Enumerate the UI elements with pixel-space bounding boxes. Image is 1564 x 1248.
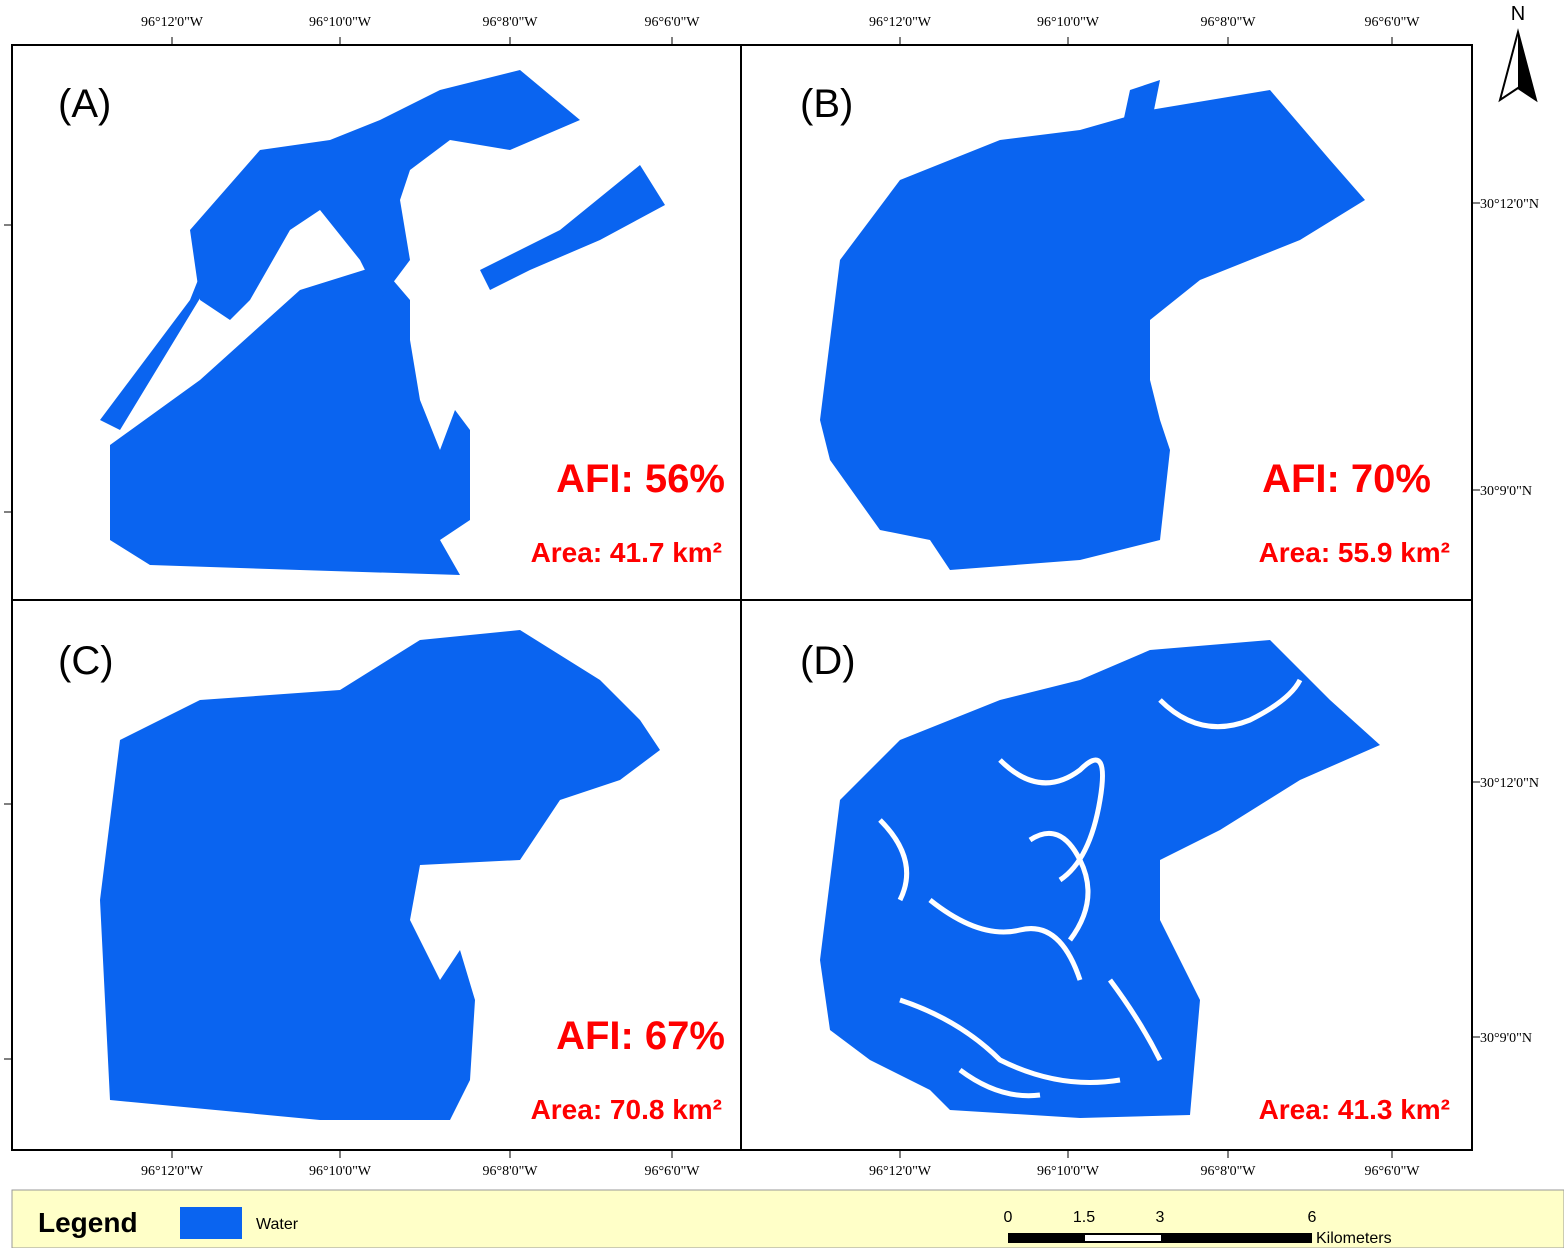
scale-tick: 0 xyxy=(1004,1209,1013,1226)
area-label: Area: 41.3 km² xyxy=(1259,1094,1450,1125)
panel-label: (D) xyxy=(800,639,856,683)
legend-title: Legend xyxy=(38,1207,138,1238)
scale-tick: 6 xyxy=(1308,1209,1317,1226)
scale-bar xyxy=(1085,1235,1161,1241)
water-d xyxy=(820,640,1380,1118)
x-axis-label: 96°8'0"W xyxy=(482,15,538,30)
area-label: Area: 70.8 km² xyxy=(531,1094,722,1125)
scale-tick: 1.5 xyxy=(1073,1209,1095,1226)
afi-label: AFI: 70% xyxy=(1262,457,1431,501)
scale-tick: 3 xyxy=(1156,1209,1165,1226)
x-axis-label: 96°6'0"W xyxy=(1364,15,1420,30)
afi-label: AFI: 56% xyxy=(556,457,725,501)
x-axis-label: 96°8'0"W xyxy=(1200,15,1256,30)
x-axis-label: 96°12'0"W xyxy=(141,15,204,30)
north-label: N xyxy=(1511,3,1525,25)
x-axis-label: 96°10'0"W xyxy=(309,1164,372,1179)
legend-item: Water xyxy=(256,1216,299,1233)
y-axis-label: 30°12'0"N xyxy=(1480,197,1539,212)
panel-label: (A) xyxy=(58,82,111,126)
x-axis-label: 96°8'0"W xyxy=(482,1164,538,1179)
x-axis-label: 96°6'0"W xyxy=(644,1164,700,1179)
area-label: Area: 41.7 km² xyxy=(531,537,722,568)
x-axis-label: 96°12'0"W xyxy=(141,1164,204,1179)
x-axis-label: 96°10'0"W xyxy=(1037,15,1100,30)
area-label: Area: 55.9 km² xyxy=(1259,537,1450,568)
x-axis-label: 96°12'0"W xyxy=(869,15,932,30)
x-axis-label: 96°6'0"W xyxy=(1364,1164,1420,1179)
figure: N Legend Water 96°12'0"W 96°12'0"W 96°10'0… xyxy=(0,0,1564,1248)
scale-unit: Kilometers xyxy=(1316,1230,1392,1247)
y-axis-label: 30°9'0"N xyxy=(1480,1031,1532,1046)
legend-swatch xyxy=(180,1207,242,1239)
x-axis-label: 96°8'0"W xyxy=(1200,1164,1256,1179)
x-axis-label: 96°6'0"W xyxy=(644,15,700,30)
y-axis-label: 30°12'0"N xyxy=(1480,776,1539,791)
x-axis-label: 96°10'0"W xyxy=(309,15,372,30)
y-axis-label: 30°9'0"N xyxy=(1480,484,1532,499)
x-axis-label: 96°10'0"W xyxy=(1037,1164,1100,1179)
afi-label: AFI: 67% xyxy=(556,1014,725,1058)
x-axis-label: 96°12'0"W xyxy=(869,1164,932,1179)
panel-label: (B) xyxy=(800,82,853,126)
panel-label: (C) xyxy=(58,639,114,683)
